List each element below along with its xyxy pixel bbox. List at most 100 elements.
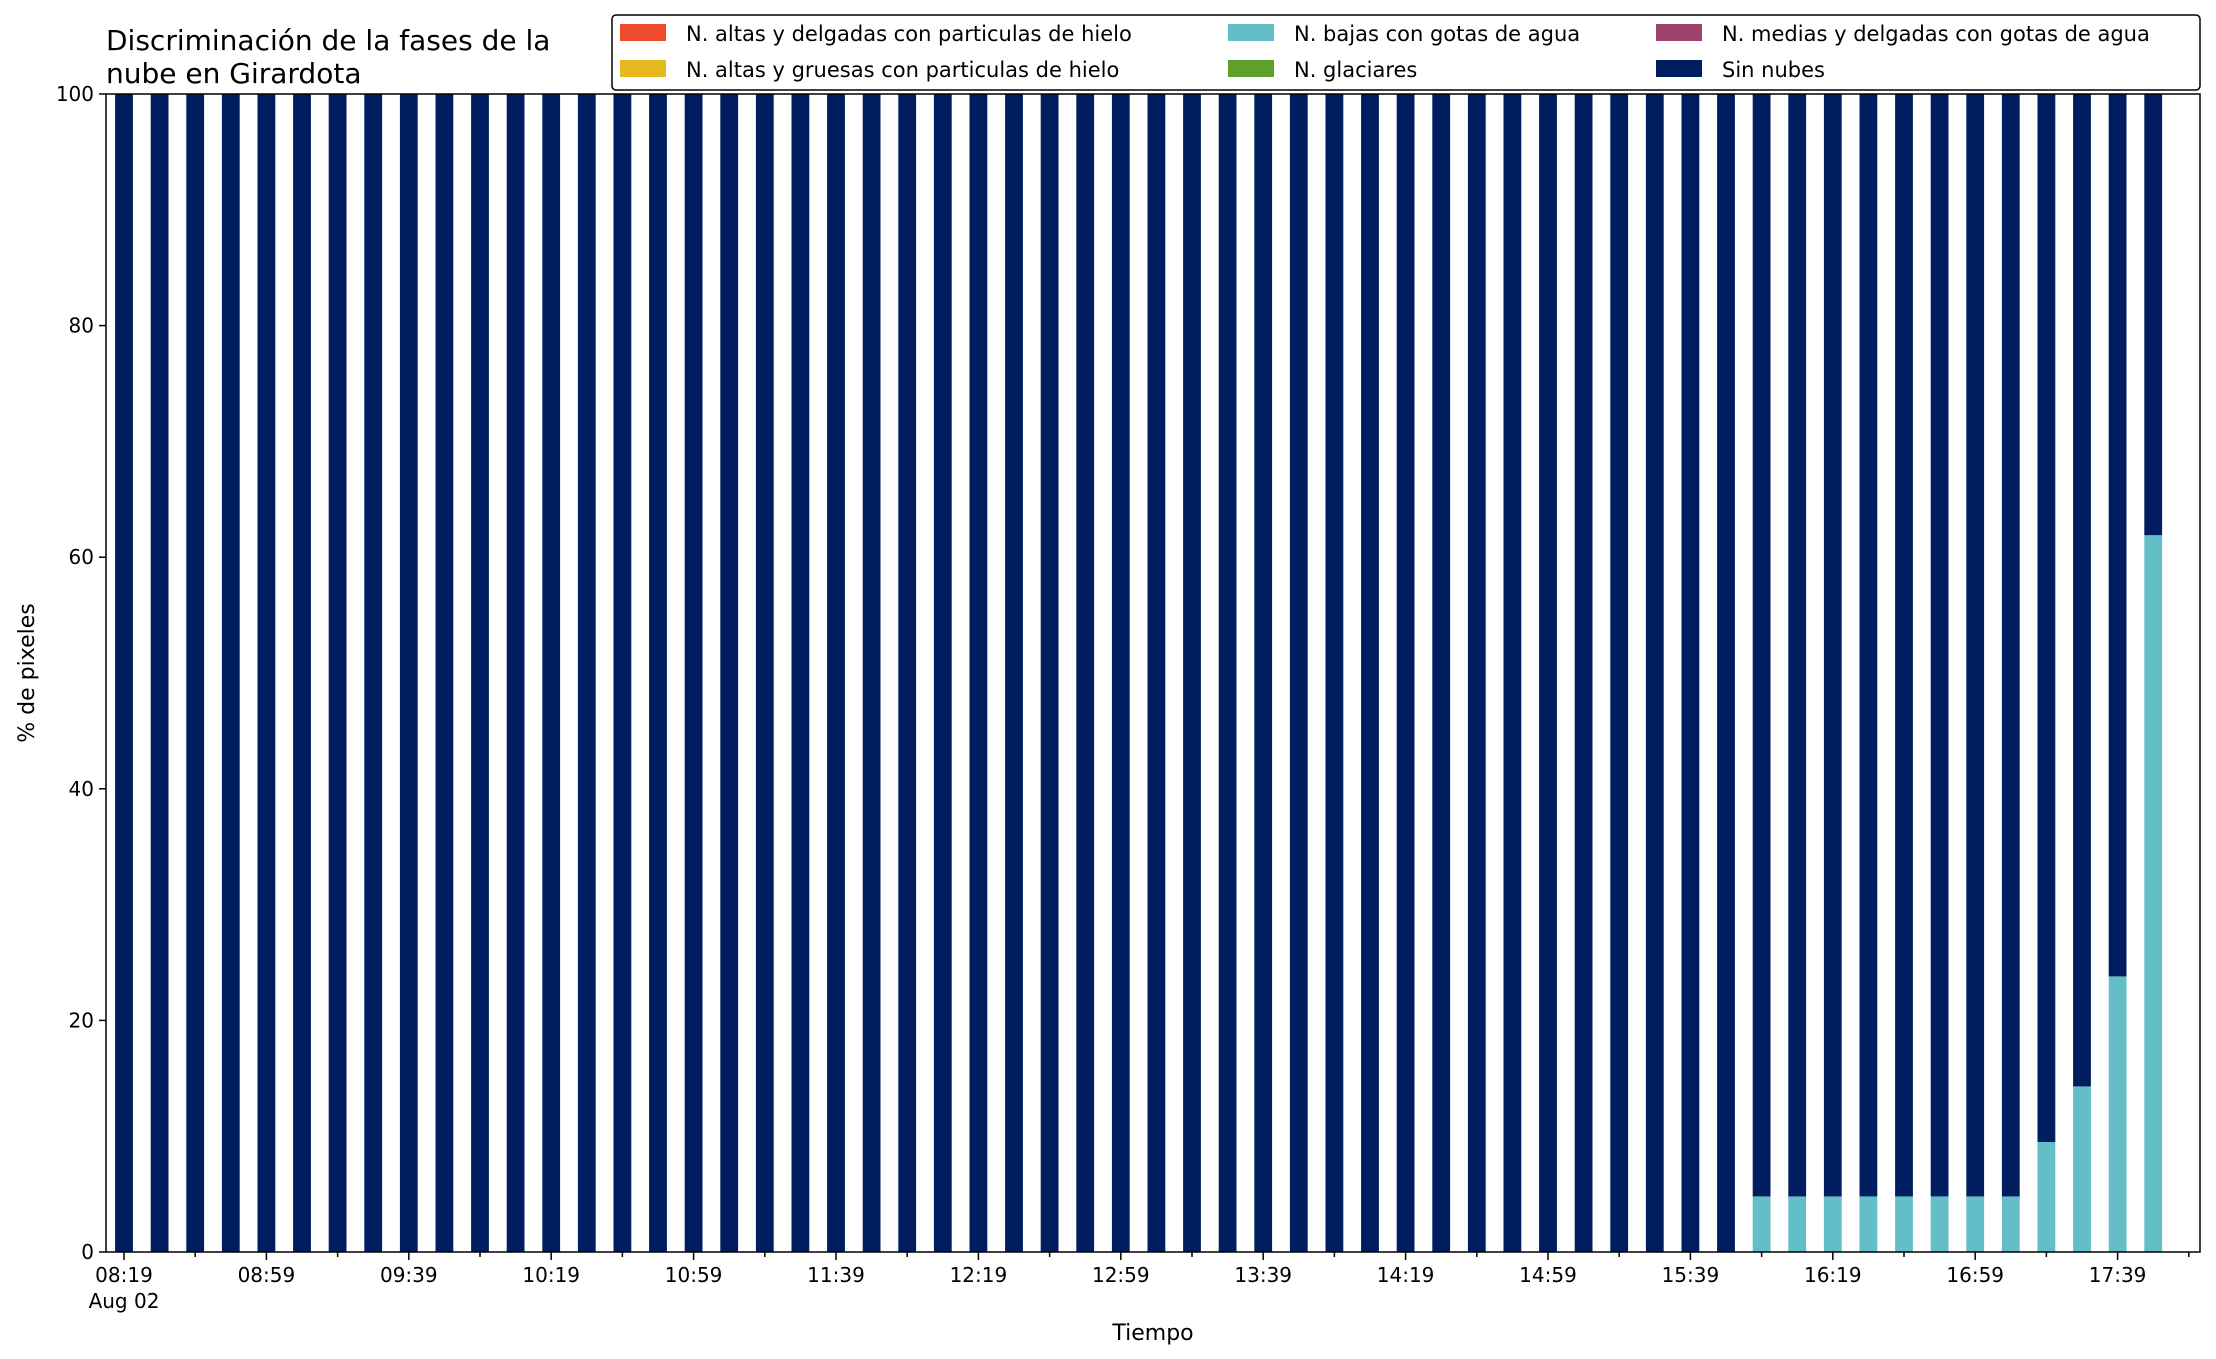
bar-segment-38-series-5 — [1467, 94, 1486, 1252]
bar-segment-52-series-5 — [1966, 94, 1985, 1197]
x-tick-label-1: 08:59 — [238, 1263, 296, 1287]
bar-segment-45-series-5 — [1717, 94, 1735, 1252]
bar-segment-21-series-5 — [862, 94, 881, 1252]
legend-label-1: N. altas y gruesas con particulas de hie… — [686, 58, 1119, 82]
bar-segment-55-series-2 — [2073, 1086, 2091, 1252]
bar-segment-51-series-5 — [1930, 94, 1949, 1197]
bar-segment-51-series-2 — [1930, 1196, 1949, 1252]
bar-segment-54-series-5 — [2037, 94, 2056, 1142]
bar-segment-4-series-5 — [257, 94, 276, 1252]
bar-segment-56-series-5 — [2108, 94, 2127, 977]
chart-title-line-2: nube en Girardota — [106, 57, 361, 90]
legend-swatch-4 — [1656, 24, 1702, 41]
x-tick-label-8: 13:39 — [1234, 1263, 1292, 1287]
bar-segment-11-series-5 — [506, 94, 525, 1252]
legend-swatch-2 — [1228, 24, 1274, 41]
x-tick-label-13: 16:59 — [1946, 1263, 2004, 1287]
bar-segment-13-series-5 — [577, 94, 596, 1252]
x-tick-label-6: 12:19 — [950, 1263, 1008, 1287]
bar-segment-39-series-5 — [1503, 94, 1522, 1252]
y-tick-label-2: 40 — [69, 777, 94, 801]
bar-segment-19-series-5 — [791, 94, 810, 1252]
axes-group: 0 20 40 60 80 100 08:19 08:59 09:39 10:19 10:59 11:… — [56, 82, 2201, 1313]
bar-segment-23-series-5 — [933, 94, 952, 1252]
bar-segment-2-series-5 — [186, 94, 205, 1252]
y-tick-label-1: 20 — [69, 1008, 94, 1032]
bar-segment-54-series-2 — [2037, 1141, 2056, 1252]
bar-segment-43-series-5 — [1645, 94, 1664, 1252]
bar-segment-30-series-5 — [1183, 94, 1201, 1252]
bar-segment-3-series-5 — [221, 94, 240, 1252]
bar-segment-1-series-5 — [150, 94, 169, 1252]
bar-segment-14-series-5 — [613, 94, 632, 1252]
bar-segment-7-series-5 — [364, 94, 383, 1252]
bar-segment-6-series-5 — [328, 94, 347, 1252]
bar-segment-12-series-5 — [542, 94, 561, 1252]
y-tick-label-4: 80 — [69, 314, 94, 338]
bar-segment-17-series-5 — [720, 94, 739, 1252]
bar-segment-49-series-5 — [1859, 94, 1878, 1197]
bar-segment-44-series-5 — [1681, 94, 1700, 1252]
bar-segment-16-series-5 — [684, 94, 703, 1252]
x-tick-label-5: 11:39 — [807, 1263, 865, 1287]
bar-segment-57-series-5 — [2144, 94, 2163, 536]
legend-label-3: N. glaciares — [1294, 58, 1417, 82]
bar-segment-29-series-5 — [1147, 94, 1166, 1252]
bar-segment-35-series-5 — [1361, 94, 1379, 1252]
legend-label-2: N. bajas con gotas de agua — [1294, 22, 1580, 46]
bar-segment-10-series-5 — [471, 94, 489, 1252]
legend-swatch-5 — [1656, 60, 1702, 77]
bar-segment-0-series-5 — [115, 94, 133, 1252]
bar-segment-40-series-5 — [1539, 94, 1557, 1252]
bar-segment-53-series-2 — [2001, 1196, 2020, 1252]
bar-segment-27-series-5 — [1076, 94, 1095, 1252]
bar-segment-36-series-5 — [1396, 94, 1415, 1252]
y-tick-label-3: 60 — [69, 545, 94, 569]
bar-segment-37-series-5 — [1432, 94, 1451, 1252]
legend-label-0: N. altas y delgadas con particulas de hi… — [686, 22, 1132, 46]
bar-segment-24-series-5 — [969, 94, 988, 1252]
x-axis-label: Tiempo — [1111, 1321, 1193, 1346]
bar-segment-55-series-5 — [2073, 94, 2091, 1087]
y-tick-label-0: 0 — [81, 1240, 94, 1264]
plot-frame — [105, 93, 2201, 1253]
bar-segment-34-series-5 — [1325, 94, 1344, 1252]
bar-segment-47-series-5 — [1788, 94, 1807, 1197]
y-tick-label-5: 100 — [56, 82, 94, 106]
bar-segment-48-series-5 — [1823, 94, 1842, 1197]
bar-segment-5-series-5 — [293, 94, 311, 1252]
legend-swatch-0 — [620, 24, 666, 41]
bar-segment-56-series-2 — [2108, 976, 2127, 1252]
chart-title-line-1: Discriminación de la fases de la — [106, 24, 550, 57]
bar-segment-50-series-2 — [1895, 1196, 1913, 1252]
x-tick-label-7: 12:59 — [1092, 1263, 1150, 1287]
legend: N. altas y delgadas con particulas de hi… — [611, 14, 2201, 91]
x-tick-label-0: 08:19 — [95, 1263, 153, 1287]
bars-group — [115, 94, 2163, 1252]
bar-segment-15-series-5 — [649, 94, 667, 1252]
x-tick-label-14: 17:39 — [2089, 1263, 2147, 1287]
bar-segment-28-series-5 — [1111, 94, 1130, 1252]
bar-segment-25-series-5 — [1005, 94, 1023, 1252]
bar-segment-33-series-5 — [1289, 94, 1308, 1252]
x-date-label: Aug 02 — [89, 1289, 160, 1313]
bar-segment-50-series-5 — [1895, 94, 1913, 1197]
bar-segment-47-series-2 — [1788, 1196, 1807, 1252]
legend-label-4: N. medias y delgadas con gotas de agua — [1722, 22, 2150, 46]
bar-segment-42-series-5 — [1610, 94, 1629, 1252]
bar-segment-46-series-2 — [1752, 1196, 1771, 1252]
bar-segment-49-series-2 — [1859, 1196, 1878, 1252]
legend-label-5: Sin nubes — [1722, 58, 1825, 82]
bar-segment-57-series-2 — [2144, 535, 2163, 1252]
x-tick-label-9: 14:19 — [1377, 1263, 1435, 1287]
x-tick-label-12: 16:19 — [1804, 1263, 1862, 1287]
bar-segment-52-series-2 — [1966, 1196, 1985, 1252]
bar-segment-53-series-5 — [2001, 94, 2020, 1197]
bar-segment-46-series-5 — [1752, 94, 1771, 1197]
bar-segment-31-series-5 — [1218, 94, 1237, 1252]
x-tick-label-10: 14:59 — [1519, 1263, 1577, 1287]
legend-box — [611, 14, 2201, 91]
bar-segment-9-series-5 — [435, 94, 454, 1252]
